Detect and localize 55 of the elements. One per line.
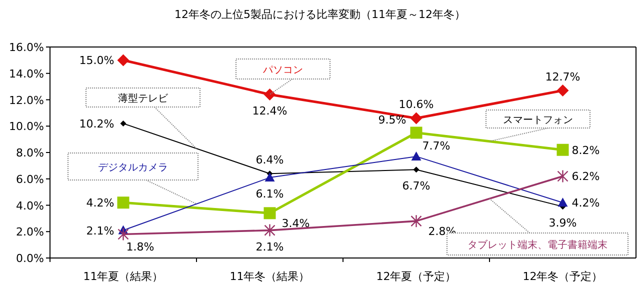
point — [264, 224, 276, 237]
series-label: スマートフォン — [503, 115, 573, 126]
data-label: 4.2% — [86, 196, 114, 210]
y-tick-label: 0.0% — [16, 252, 44, 265]
data-label: 10.2% — [79, 117, 114, 130]
point — [117, 196, 130, 209]
point — [264, 88, 276, 100]
data-label: 7.7% — [422, 139, 450, 152]
data-label: 3.4% — [282, 217, 310, 230]
callout: スマートフォン — [486, 110, 590, 142]
data-label: 6.4% — [256, 154, 284, 167]
y-tick-label: 6.0% — [16, 172, 44, 186]
y-tick-label: 14.0% — [9, 67, 44, 80]
point — [557, 170, 568, 183]
data-label: 15.0% — [79, 54, 114, 68]
x-tick-label: 12年夏（予定） — [376, 270, 456, 283]
y-tick-label: 12.0% — [9, 94, 44, 107]
y-tick-label: 10.0% — [9, 120, 44, 134]
y-tick-label: 16.0% — [9, 41, 44, 54]
x-tick-label: 11年夏（結果） — [83, 270, 164, 283]
callout: パソコン — [236, 58, 330, 95]
point — [118, 228, 129, 241]
data-label: 6.2% — [572, 170, 600, 184]
data-label: 3.9% — [548, 216, 577, 230]
data-label: 2.1% — [256, 240, 284, 254]
x-tick-label: 11年冬（結果） — [230, 270, 310, 283]
data-label: 6.1% — [256, 188, 284, 201]
data-label: 10.6% — [398, 98, 434, 112]
y-tick-label: 8.0% — [16, 146, 44, 160]
point — [556, 144, 569, 156]
point — [410, 112, 422, 124]
data-label: 12.4% — [252, 104, 288, 118]
x-tick-label: 12年冬（予定） — [522, 270, 603, 283]
point — [556, 84, 569, 97]
y-tick-label: 4.0% — [16, 199, 44, 212]
series-label: パソコン — [262, 65, 303, 76]
data-label: 2.1% — [86, 224, 114, 238]
data-label: 6.7% — [402, 180, 430, 193]
data-label: 12.7% — [545, 70, 580, 84]
point — [413, 166, 420, 173]
point — [558, 198, 568, 207]
data-label: 9.5% — [378, 114, 406, 127]
data-label: 8.2% — [572, 144, 600, 157]
point — [411, 151, 422, 160]
y-tick-label: 2.0% — [16, 226, 44, 239]
chart-title: 12年冬の上位5製品における比率変動（11年夏～12年冬） — [174, 8, 466, 21]
point — [264, 207, 276, 220]
data-label: 1.8% — [126, 240, 154, 254]
point — [117, 54, 130, 66]
data-label: 4.2% — [572, 196, 600, 210]
point — [120, 120, 126, 126]
series-label: 薄型テレビ — [118, 92, 169, 104]
point — [410, 214, 422, 228]
point — [264, 172, 275, 182]
point — [410, 126, 422, 139]
